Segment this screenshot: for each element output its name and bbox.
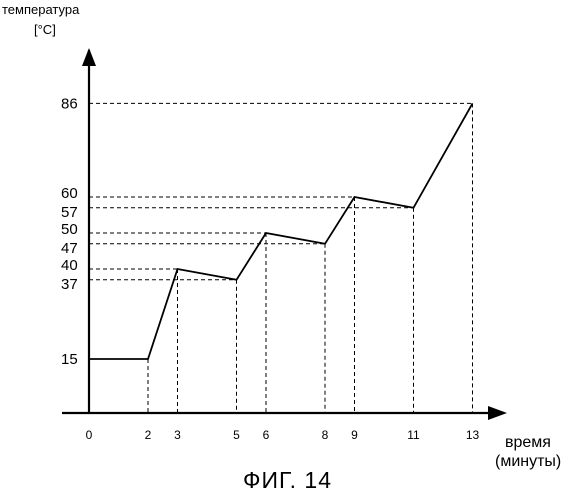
x-tick-label: 8 [322, 428, 329, 442]
y-tick-label: 60 [61, 185, 78, 202]
y-tick-label: 47 [61, 240, 78, 257]
x-tick-label: 6 [263, 428, 270, 442]
x-tick-label: 13 [466, 428, 480, 442]
y-tick-label: 86 [61, 95, 78, 112]
y-tick-label: 15 [61, 351, 78, 368]
y-axis-label-line-2: [°C] [34, 22, 56, 38]
temperature-series-line [89, 103, 473, 359]
x-axis-arrow [488, 406, 507, 420]
x-tick-label: 3 [174, 428, 181, 442]
x-tick-label: 5 [233, 428, 240, 442]
y-tick-label: 40 [61, 257, 78, 274]
y-tick-label: 57 [61, 204, 78, 221]
x-tick-label: 2 [145, 428, 152, 442]
x-tick-label: 0 [86, 428, 93, 442]
x-tick-label: 9 [351, 428, 358, 442]
y-axis-arrow [82, 48, 96, 66]
x-tick-label: 11 [407, 428, 420, 442]
x-axis-label-line-1: время [505, 434, 551, 452]
y-tick-label: 50 [61, 221, 78, 238]
y-tick-label: 37 [61, 276, 78, 293]
y-axis-label-line-1: температура [2, 2, 79, 18]
figure-caption: ФИГ. 14 [0, 467, 575, 494]
